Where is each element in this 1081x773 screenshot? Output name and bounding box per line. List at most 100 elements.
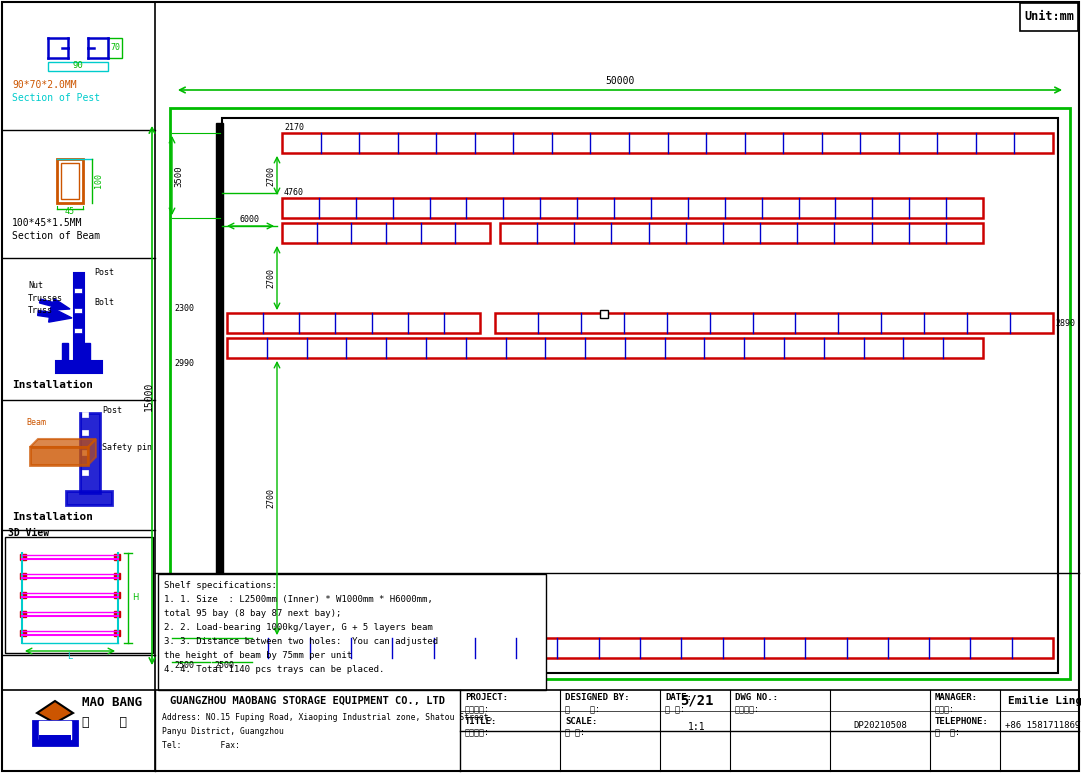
Text: the height of beam by 75mm per unit: the height of beam by 75mm per unit (164, 651, 352, 660)
Text: 电  话:: 电 话: (935, 728, 960, 737)
Text: H: H (132, 594, 138, 602)
Bar (21, 554, 26, 560)
Bar (158, 574, 546, 690)
Text: 2500: 2500 (214, 661, 233, 670)
Bar (62, 343, 68, 363)
Bar (74, 308, 82, 313)
Text: DATE:: DATE: (665, 693, 692, 703)
Text: 45: 45 (65, 207, 75, 216)
Bar (222, 118, 1058, 673)
Bar (501, 223, 983, 243)
Text: 4. 4. Total 1140 pcs trays can be placed.: 4. 4. Total 1140 pcs trays can be placed… (164, 665, 385, 674)
Bar (108, 38, 122, 58)
Bar (56, 361, 102, 373)
Text: DWG NO.:: DWG NO.: (735, 693, 778, 703)
Bar (114, 554, 120, 560)
Bar (82, 430, 88, 435)
Bar (227, 313, 480, 333)
Bar (21, 573, 26, 579)
Text: Post: Post (102, 406, 122, 415)
Text: Beam: Beam (26, 418, 46, 427)
Bar (114, 573, 120, 579)
Bar (21, 611, 26, 617)
Text: SCALE:: SCALE: (565, 717, 597, 726)
Bar (282, 223, 490, 243)
Text: 图纸编号:: 图纸编号: (735, 706, 760, 714)
Text: GUANGZHOU MAOBANG STORAGE EQUIPMENT CO., LTD: GUANGZHOU MAOBANG STORAGE EQUIPMENT CO.,… (170, 696, 444, 706)
Bar (57, 159, 83, 203)
Bar (114, 630, 120, 636)
Text: 负责人:: 负责人: (935, 706, 955, 714)
Text: MAO BANG: MAO BANG (82, 696, 142, 710)
Text: 2890: 2890 (1055, 318, 1075, 328)
Text: Truss: Truss (28, 306, 53, 315)
Bar (61, 163, 79, 199)
Polygon shape (30, 439, 96, 447)
Text: TITLE:: TITLE: (465, 717, 497, 726)
Text: 日 期:: 日 期: (665, 706, 685, 714)
Text: 70: 70 (110, 43, 120, 53)
Polygon shape (30, 447, 88, 465)
Text: 设    计:: 设 计: (565, 706, 600, 714)
Text: Address: NO.15 Fuping Road, Xiaoping Industrial zone, Shatou Street,: Address: NO.15 Fuping Road, Xiaoping Ind… (162, 713, 494, 723)
Text: +86 15817118697: +86 15817118697 (1004, 721, 1081, 730)
Text: Post: Post (94, 268, 114, 277)
Text: 茂    邦: 茂 邦 (82, 717, 126, 730)
Text: 2. 2. Load-bearing 1000kg/layer, G + 5 layers beam: 2. 2. Load-bearing 1000kg/layer, G + 5 l… (164, 623, 432, 632)
Text: Emilie Ling: Emilie Ling (1007, 696, 1081, 706)
Bar (227, 638, 1053, 658)
Bar (216, 123, 223, 668)
Text: 1:1: 1:1 (689, 722, 706, 732)
Text: Shelf specifications:: Shelf specifications: (164, 581, 277, 590)
Text: Safety pin: Safety pin (102, 443, 152, 452)
Text: 3500: 3500 (174, 165, 183, 187)
Text: 2700: 2700 (266, 166, 275, 186)
Text: 比 例:: 比 例: (565, 728, 585, 737)
Bar (80, 413, 101, 493)
Polygon shape (88, 439, 96, 465)
Text: 90: 90 (72, 62, 83, 70)
Bar (282, 198, 983, 218)
Text: 5/21: 5/21 (680, 694, 713, 708)
Bar (66, 491, 112, 505)
Text: Installation: Installation (12, 512, 93, 522)
Text: 15000: 15000 (144, 381, 154, 410)
Bar (48, 62, 108, 71)
Polygon shape (37, 701, 74, 723)
FancyArrow shape (40, 298, 70, 310)
Bar (600, 310, 608, 318)
Text: MANAGER:: MANAGER: (935, 693, 978, 703)
Text: 2300: 2300 (174, 304, 193, 313)
Text: 2990: 2990 (174, 359, 193, 368)
Text: Section of Pest: Section of Pest (12, 93, 101, 103)
Text: 1. 1. Size  : L2500mm (Inner) * W1000mm * H6000mm,: 1. 1. Size : L2500mm (Inner) * W1000mm *… (164, 595, 432, 604)
Text: 100: 100 (94, 173, 103, 189)
Text: L: L (67, 652, 72, 661)
Bar (34, 721, 77, 745)
Text: Installation: Installation (12, 380, 93, 390)
Text: 3. 3. Distance between two holes:  You can adjusted: 3. 3. Distance between two holes: You ca… (164, 637, 438, 646)
Text: Bolt: Bolt (94, 298, 114, 307)
Text: Trusses: Trusses (28, 294, 63, 303)
Text: 90*70*2.0MM: 90*70*2.0MM (12, 80, 77, 90)
Text: 100*45*1.5MM: 100*45*1.5MM (12, 218, 82, 228)
Bar (82, 412, 88, 417)
Bar (170, 108, 1070, 679)
Text: TELEPHONE:: TELEPHONE: (935, 717, 989, 726)
Bar (495, 313, 1053, 333)
Text: DP20210508: DP20210508 (853, 721, 907, 730)
Bar (114, 592, 120, 598)
Text: 2170: 2170 (284, 123, 304, 132)
Text: Section of Beam: Section of Beam (12, 231, 101, 241)
Bar (74, 273, 84, 363)
Bar (82, 450, 88, 455)
Text: PROJECT:: PROJECT: (465, 693, 508, 703)
Text: 50000: 50000 (605, 76, 635, 86)
Bar (39, 735, 71, 745)
FancyArrow shape (38, 308, 72, 322)
Text: Tel:        Fax:: Tel: Fax: (162, 741, 240, 750)
Bar (74, 288, 82, 293)
Bar (114, 611, 120, 617)
Bar (39, 721, 71, 739)
Text: Unit:mm: Unit:mm (1024, 11, 1073, 23)
